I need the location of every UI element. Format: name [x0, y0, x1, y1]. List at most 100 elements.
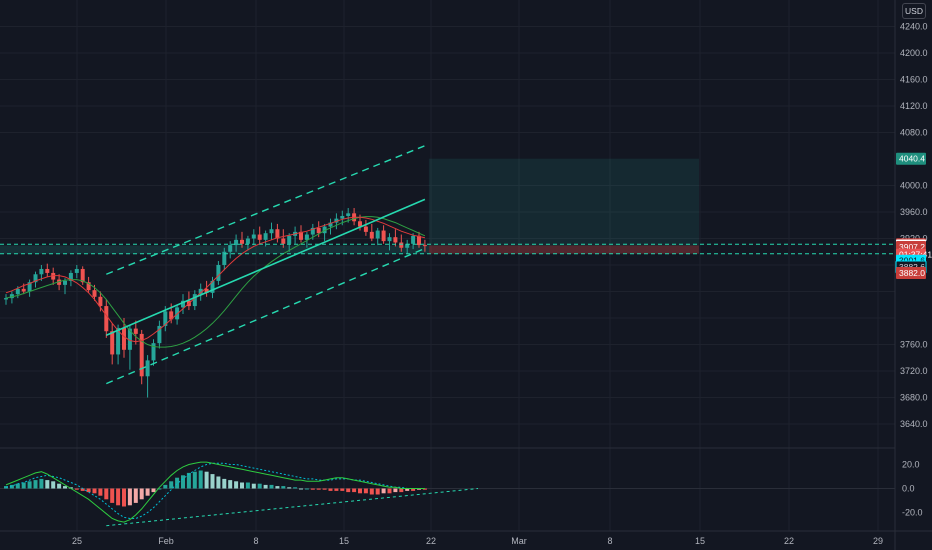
macd-histogram-bar [352, 488, 357, 493]
macd-histogram-bar [269, 484, 274, 489]
candle-body [122, 327, 126, 350]
price-tick-label: 3960.0 [900, 207, 928, 217]
macd-tick-label: 0.0 [902, 484, 915, 494]
macd-histogram-bar [57, 483, 62, 489]
macd-histogram-bar [358, 488, 362, 494]
candle-body [157, 325, 162, 344]
candle-body [92, 290, 97, 297]
candle-body [287, 235, 292, 244]
macd-line [5, 461, 425, 523]
channel-mid-line [105, 198, 426, 336]
candle-body [210, 280, 215, 293]
time-tick-label: 22 [784, 536, 794, 546]
candle-body [192, 294, 197, 307]
macd-histogram-bar [299, 488, 303, 490]
macd-histogram-bar [257, 483, 262, 489]
candle-body [116, 327, 121, 355]
candle-body [216, 265, 221, 281]
price-tag-box [896, 152, 926, 165]
candle-body [399, 242, 404, 248]
macd-histogram-bar [228, 480, 233, 489]
macd-histogram-bar [181, 475, 185, 489]
macd-histogram-bar [151, 488, 156, 493]
price-tick-label: 4160.0 [900, 75, 928, 85]
macd-histogram-bar [393, 488, 398, 493]
grid-lines [0, 0, 895, 531]
candle-body [169, 311, 174, 320]
macd-histogram-bar [251, 483, 256, 489]
time-tick-label: 22 [426, 536, 436, 546]
price-tag-label: 3882.0 [899, 268, 925, 278]
macd-histogram-bar [375, 488, 380, 495]
macd-histogram-bar [304, 488, 309, 490]
macd-histogram-bar [157, 488, 162, 490]
macd-histogram-bar [122, 488, 126, 507]
price-tick-label: 4120.0 [900, 101, 928, 111]
candle-body [33, 274, 38, 283]
macd-histogram-bar [210, 474, 215, 489]
candle-body [110, 331, 115, 355]
macd-histogram-bar [216, 476, 221, 489]
macd-histogram-bar [104, 488, 109, 500]
candle-body [145, 360, 150, 377]
candle-body [363, 226, 368, 232]
macd-histogram-bar [9, 484, 14, 489]
price-tick-label: 4240.0 [900, 22, 928, 32]
candle-body [204, 288, 209, 293]
candle-body [405, 243, 410, 248]
macd-histogram-bar [222, 478, 227, 489]
macd-histogram-bar [192, 471, 197, 489]
macd-histogram-bar [169, 481, 174, 489]
candle-body [310, 227, 315, 235]
macd-pane[interactable] [0, 461, 895, 527]
drawings[interactable] [0, 145, 895, 385]
macd-tick-label: -20.0 [902, 508, 923, 518]
time-tick-label: 29 [873, 536, 883, 546]
macd-histogram-bar [316, 488, 321, 490]
candle-body [245, 238, 250, 244]
time-axis[interactable]: 25 Feb 8 15 22 Mar 8 15 22 29 [72, 536, 883, 546]
candle-body [80, 268, 85, 283]
currency-badge[interactable]: USD [902, 3, 926, 19]
price-tag-box [896, 266, 926, 279]
candle-body [139, 333, 144, 377]
price-tick-label: 4200.0 [900, 48, 928, 58]
candle-body [299, 231, 303, 240]
macd-histogram-bar [175, 477, 180, 489]
macd-histogram-bar [51, 481, 56, 489]
macd-histogram-bar [334, 488, 339, 491]
macd-trendline [106, 488, 479, 527]
candle-body [198, 288, 203, 295]
ma-slow-line [5, 216, 426, 348]
candle-body [21, 288, 26, 292]
macd-histogram-bar [340, 488, 345, 491]
price-tick-label: 3640.0 [900, 419, 928, 429]
candle-body [346, 213, 351, 216]
candle-body [228, 245, 233, 252]
profit-zone [428, 158, 699, 246]
price-pane[interactable] [4, 208, 427, 398]
macd-histogram-bar [74, 488, 79, 490]
time-tick-label: 15 [695, 536, 705, 546]
candle-body [45, 268, 50, 273]
time-tick-label: Feb [158, 536, 174, 546]
time-tick-label: 8 [253, 536, 258, 546]
candle-body [387, 237, 392, 242]
price-tag-target: 4040.4 [896, 152, 926, 165]
macd-histogram-bar [80, 488, 85, 491]
candle-body [275, 229, 280, 239]
candle-body [240, 239, 244, 244]
macd-axis[interactable]: 20.0 0.0 -20.0 [902, 460, 923, 518]
long-position-tool[interactable] [0, 158, 699, 254]
candle-body [322, 226, 327, 234]
macd-histogram-bar [387, 488, 392, 494]
macd-histogram-bar [39, 478, 44, 489]
macd-histogram-bar [381, 488, 386, 494]
candle-body [316, 227, 321, 234]
macd-histogram-bar [263, 484, 268, 489]
price-tick-label: 4000.0 [900, 181, 928, 191]
macd-histogram-bar [27, 481, 32, 489]
macd-histogram-bar [245, 482, 250, 489]
price-tick-label: 3680.0 [900, 393, 928, 403]
